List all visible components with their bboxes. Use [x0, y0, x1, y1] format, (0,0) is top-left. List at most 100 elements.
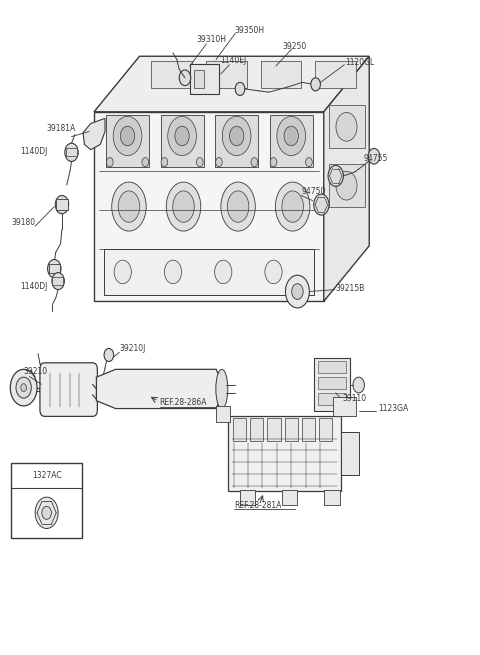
Circle shape [10, 369, 37, 406]
Circle shape [336, 172, 357, 200]
Circle shape [292, 284, 303, 299]
Bar [282, 489, 298, 505]
Circle shape [216, 158, 222, 167]
Circle shape [277, 117, 306, 156]
Polygon shape [324, 56, 369, 301]
Text: 39210J: 39210J [120, 344, 146, 353]
Circle shape [65, 143, 78, 162]
Circle shape [314, 194, 329, 215]
Circle shape [270, 158, 277, 167]
Text: REF.28-281A: REF.28-281A [234, 501, 282, 510]
Bar [340, 432, 359, 475]
Bar [319, 419, 332, 441]
Circle shape [311, 78, 321, 91]
Text: 39350H: 39350H [234, 26, 264, 35]
Bar [228, 416, 340, 491]
Bar [190, 64, 219, 94]
Circle shape [353, 377, 364, 393]
Circle shape [52, 272, 64, 290]
Text: 39110: 39110 [343, 394, 367, 403]
Bar [216, 406, 230, 422]
Bar [328, 105, 365, 148]
Bar [314, 358, 350, 411]
Circle shape [164, 260, 181, 284]
Bar [267, 419, 281, 441]
Circle shape [16, 377, 31, 398]
Text: 39215B: 39215B [336, 284, 365, 293]
Circle shape [35, 497, 58, 529]
Circle shape [286, 275, 310, 308]
Bar [206, 62, 247, 88]
Circle shape [229, 126, 244, 146]
Text: 1140DJ: 1140DJ [20, 147, 47, 155]
Text: 39310H: 39310H [196, 35, 226, 45]
Text: 39250: 39250 [282, 42, 306, 51]
Text: 94750: 94750 [301, 187, 325, 196]
Circle shape [336, 113, 357, 141]
Circle shape [168, 117, 196, 156]
Bar [160, 115, 204, 168]
Bar [324, 489, 339, 505]
Ellipse shape [276, 182, 310, 231]
Polygon shape [96, 369, 226, 409]
Text: 1140DJ: 1140DJ [20, 282, 47, 291]
Bar [285, 419, 298, 441]
Text: 1140EJ: 1140EJ [220, 56, 246, 66]
Circle shape [21, 384, 26, 392]
Circle shape [328, 166, 343, 186]
Circle shape [284, 126, 299, 146]
Bar [302, 419, 315, 441]
Bar [270, 115, 313, 168]
Polygon shape [94, 56, 369, 112]
Circle shape [265, 260, 282, 284]
Circle shape [235, 83, 245, 96]
Ellipse shape [173, 191, 194, 222]
Bar [56, 199, 68, 210]
Text: 1327AC: 1327AC [32, 471, 61, 479]
Circle shape [251, 158, 258, 167]
Circle shape [120, 126, 135, 146]
Circle shape [215, 260, 232, 284]
Bar [193, 70, 204, 88]
Text: 1120GL: 1120GL [345, 58, 374, 67]
Ellipse shape [282, 191, 303, 222]
Bar [106, 115, 149, 168]
Circle shape [42, 506, 51, 519]
Circle shape [113, 117, 142, 156]
Bar [215, 115, 258, 168]
Circle shape [96, 388, 106, 401]
Circle shape [222, 117, 251, 156]
Bar [66, 149, 77, 157]
Bar [318, 362, 346, 373]
Ellipse shape [166, 182, 201, 231]
Bar [328, 164, 365, 206]
Bar [333, 398, 356, 416]
Circle shape [142, 158, 149, 167]
Text: REF.28-286A: REF.28-286A [159, 398, 207, 407]
Circle shape [368, 149, 380, 164]
Text: 39181A: 39181A [46, 124, 75, 133]
Text: 39210: 39210 [24, 367, 48, 377]
Circle shape [48, 259, 61, 278]
Bar [233, 419, 246, 441]
Circle shape [40, 384, 48, 395]
Circle shape [306, 158, 312, 167]
Ellipse shape [112, 182, 146, 231]
FancyBboxPatch shape [40, 363, 97, 417]
Circle shape [179, 70, 191, 86]
Text: 94755: 94755 [363, 155, 388, 163]
Bar [48, 264, 60, 273]
Circle shape [161, 158, 168, 167]
Circle shape [107, 158, 113, 167]
Bar [11, 463, 82, 538]
Circle shape [114, 260, 132, 284]
Ellipse shape [118, 191, 140, 222]
Bar [318, 393, 346, 405]
Bar [261, 62, 301, 88]
Bar [104, 249, 314, 295]
Bar [52, 277, 63, 285]
Bar [318, 377, 346, 389]
Polygon shape [94, 112, 324, 301]
Bar [250, 419, 264, 441]
Polygon shape [83, 119, 105, 150]
